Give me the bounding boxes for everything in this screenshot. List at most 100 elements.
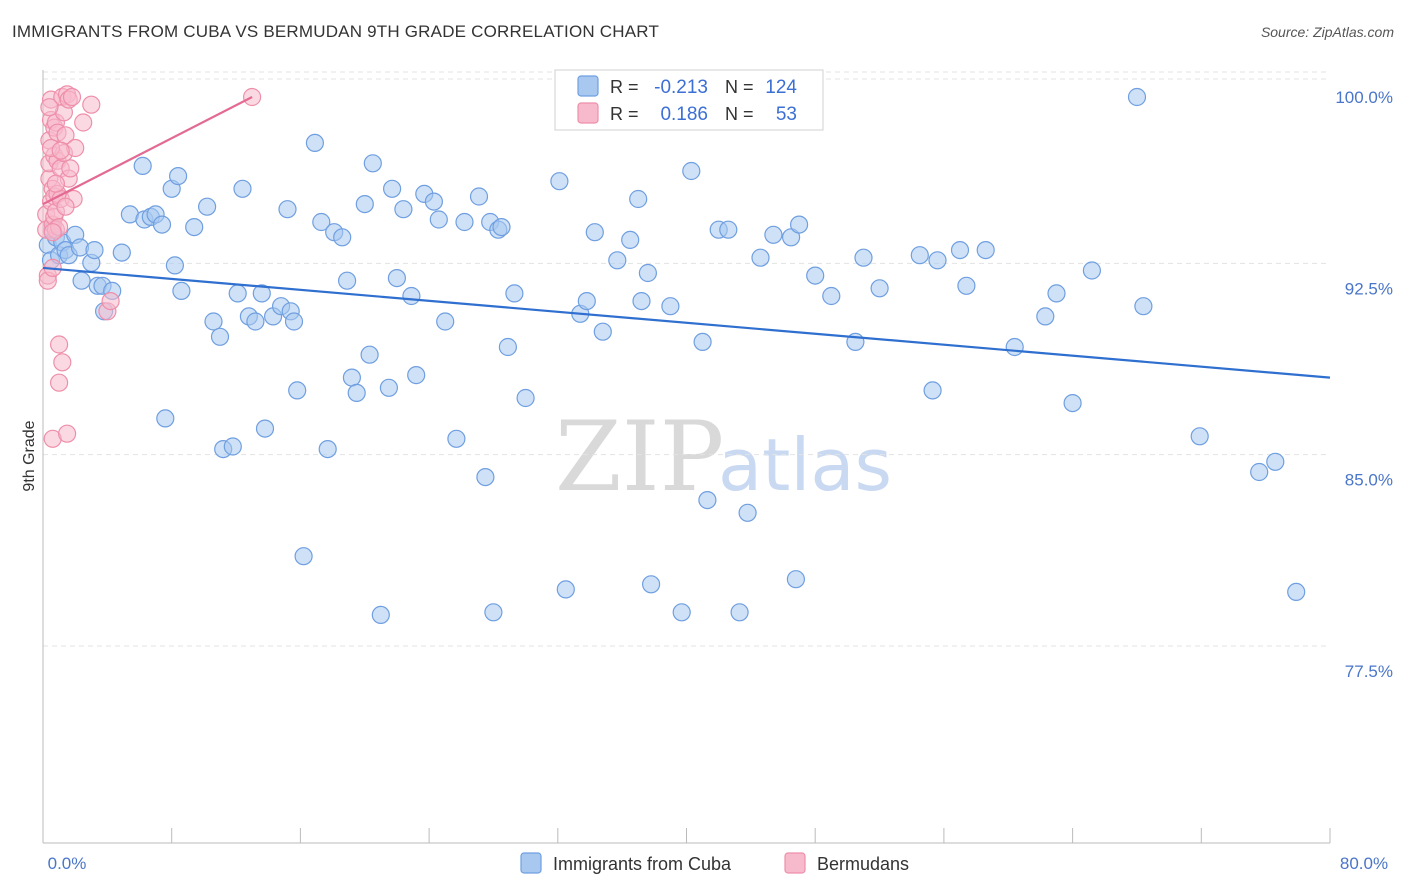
x-tick-label-right: 80.0% (1340, 854, 1388, 873)
cuba-point-43 (278, 200, 297, 219)
bermudans-point-39 (62, 87, 82, 107)
cuba-point-76 (492, 218, 511, 237)
stats-r-label-cuba: R = (610, 77, 639, 97)
cuba-point-45 (284, 312, 304, 331)
bermudans-point-52 (56, 197, 75, 216)
cuba-point-91 (638, 263, 658, 283)
cuba-point-60 (379, 378, 398, 397)
cuba-point-101 (738, 503, 757, 522)
stats-n-value-cuba: 124 (765, 77, 797, 98)
bermudans-point-29 (53, 353, 72, 372)
cuba-point-123 (1127, 87, 1147, 107)
cuba-point-34 (223, 437, 242, 456)
watermark-zip: ZIP (555, 401, 724, 513)
bermudans-point-35 (57, 424, 77, 443)
legend-label-bermudans: Bermudans (817, 854, 909, 874)
cuba-point-78 (505, 284, 524, 303)
cuba-point-27 (169, 167, 188, 186)
cuba-point-73 (476, 468, 495, 487)
gridlines (43, 71, 1330, 647)
cuba-point-61 (383, 179, 402, 198)
cuba-point-118 (1005, 337, 1024, 357)
cuba-point-71 (455, 212, 474, 232)
cuba-point-69 (436, 312, 455, 331)
stats-swatch-bermudans (577, 102, 599, 124)
stats-legend: R = -0.213 N = 124 R = 0.186 N = 53 (554, 69, 824, 131)
cuba-point-97 (698, 491, 717, 510)
chart-source: Source: ZipAtlas.com (1260, 24, 1394, 40)
cuba-point-96 (693, 332, 712, 351)
bermudans-point-45 (51, 141, 70, 160)
cuba-point-52 (333, 228, 352, 247)
cuba-point-119 (1036, 307, 1055, 326)
bermudans-trend-line (42, 96, 253, 206)
cuba-point-10 (72, 271, 91, 290)
stats-n-value-bermudans: 53 (776, 104, 797, 125)
y-tick-label-0: 100.0% (1335, 88, 1393, 107)
legend-swatch-bermudans (784, 852, 806, 874)
watermark: ZIP atlas (555, 401, 892, 513)
cuba-point-112 (910, 246, 929, 265)
bermudans-point-48 (101, 292, 120, 311)
cuba-point-126 (1250, 462, 1269, 482)
cuba-point-12 (85, 241, 104, 260)
cuba-point-48 (305, 133, 324, 152)
cuba-point-24 (156, 409, 175, 428)
cuba-point-90 (632, 292, 651, 311)
cuba-point-63 (394, 200, 413, 219)
cuba-point-103 (764, 225, 783, 244)
stats-r-value-cuba: -0.213 (654, 77, 708, 98)
cuba-point-86 (608, 251, 627, 270)
cuba-point-81 (556, 580, 575, 599)
bermudans-point-50 (43, 223, 62, 242)
bottom-legend: Immigrants from Cuba Bermudans (520, 852, 909, 874)
y-tick-label-1: 92.5% (1345, 279, 1393, 298)
cuba-point-99 (719, 220, 738, 239)
cuba-point-68 (429, 210, 448, 229)
y-tick-labels: 100.0% 92.5% 85.0% 77.5% (1335, 88, 1393, 681)
bermudans-point-24 (49, 335, 69, 354)
cuba-point-105 (786, 570, 806, 589)
cuba-point-110 (854, 248, 873, 267)
cuba-point-120 (1047, 284, 1066, 303)
cuba-point-72 (469, 187, 489, 206)
cuba-point-79 (516, 388, 535, 408)
cuba-point-40 (255, 419, 275, 438)
cuba-point-23 (152, 215, 172, 234)
cuba-point-128 (1287, 582, 1306, 602)
cuba-point-114 (928, 251, 947, 270)
cuba-point-35 (228, 284, 247, 303)
cuba-point-121 (1063, 394, 1082, 413)
cuba-point-26 (165, 256, 184, 275)
watermark-atlas: atlas (718, 423, 892, 507)
stats-swatch-cuba (577, 75, 599, 97)
bermudans-point-49 (40, 98, 59, 117)
cuba-point-124 (1134, 297, 1153, 316)
cuba-point-30 (198, 197, 217, 216)
bermudans-point-42 (74, 113, 93, 132)
cuba-point-85 (593, 322, 612, 341)
cuba-point-59 (371, 605, 390, 625)
stats-n-label-cuba: N = (725, 77, 754, 97)
cuba-point-102 (751, 248, 770, 267)
cuba-point-111 (870, 279, 889, 298)
cuba-point-57 (360, 345, 379, 364)
cuba-point-17 (112, 243, 131, 262)
cuba-point-67 (424, 192, 443, 211)
x-tick-label-left: 0.0% (48, 854, 87, 873)
cuba-point-70 (447, 429, 466, 448)
cuba-point-31 (204, 312, 223, 331)
cuba-point-36 (233, 179, 252, 198)
cuba-point-77 (498, 337, 517, 357)
cuba-point-129 (484, 603, 503, 622)
bermudans-point-46 (82, 95, 101, 114)
bermudans-point-25 (49, 373, 69, 392)
cuba-point-50 (318, 440, 337, 459)
cuba-point-38 (246, 312, 265, 331)
cuba-point-39 (252, 284, 271, 303)
cuba-point-64 (402, 286, 421, 306)
cuba-point-100 (730, 603, 749, 622)
cuba-point-122 (1082, 261, 1102, 280)
cuba-point-28 (172, 281, 191, 300)
